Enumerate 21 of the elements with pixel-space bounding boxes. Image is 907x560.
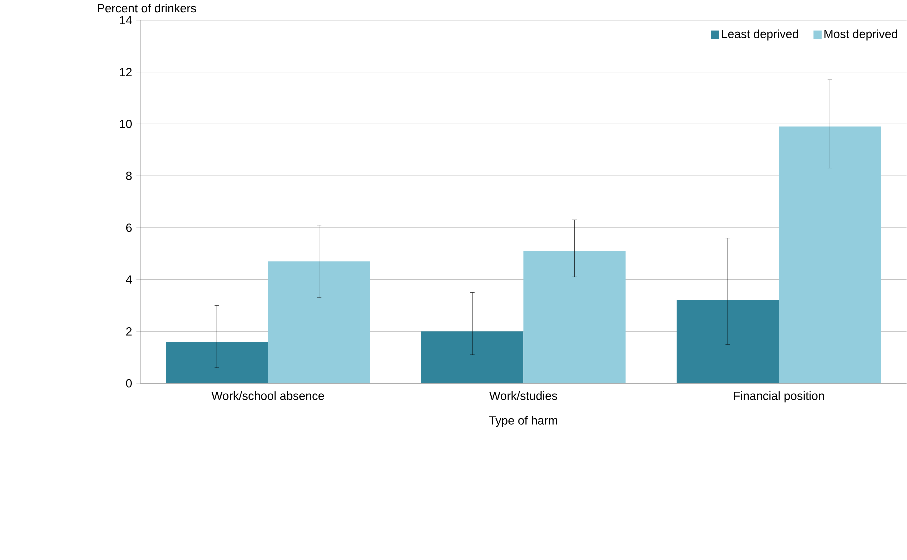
bar (268, 262, 370, 384)
legend-label: Most deprived (824, 30, 898, 41)
legend-label: Least deprived (722, 30, 798, 41)
x-axis-title: Type of harm (489, 416, 558, 428)
y-tick-label: 14 (120, 16, 132, 25)
y-tick-label: 6 (126, 224, 132, 232)
y-tick-label: 12 (120, 68, 132, 76)
x-tick-label: Work/school absence (212, 392, 324, 400)
y-tick-label: 2 (126, 328, 132, 336)
bar (779, 126, 882, 384)
bar (676, 300, 780, 384)
y-tick-label: 8 (126, 172, 132, 180)
y-tick-label: 4 (126, 276, 132, 284)
x-tick-label: Work/studies (490, 392, 558, 400)
x-tick-label: Financial position (734, 392, 824, 403)
y-tick-label: 10 (120, 120, 132, 128)
y-axis-title: Percent of drinkers (98, 4, 196, 13)
bar (421, 332, 524, 384)
y-tick-label: 0 (126, 379, 132, 388)
bar (166, 342, 268, 384)
bar (524, 251, 626, 384)
